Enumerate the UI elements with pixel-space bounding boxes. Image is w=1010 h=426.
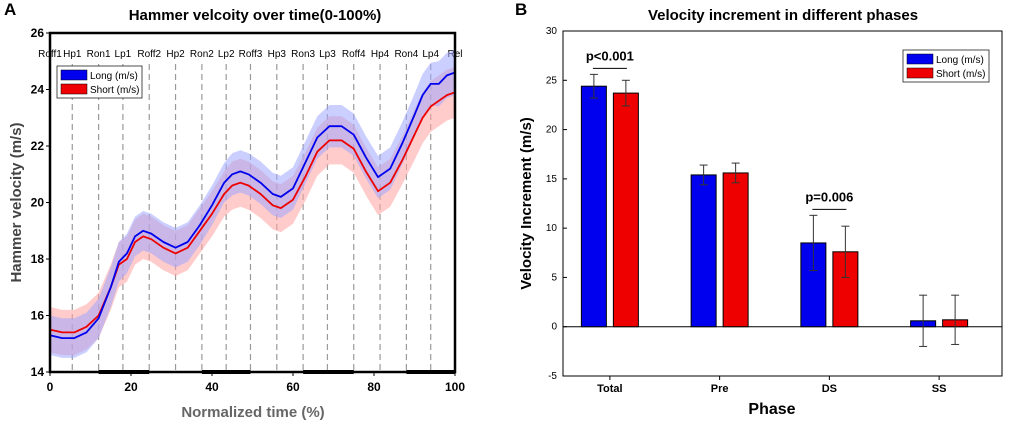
legend-swatch-short — [906, 67, 934, 79]
y-tick-label: 15 — [546, 174, 558, 185]
x-tick-label-ds: DS — [822, 383, 837, 395]
event-label-ron3: Ron3 — [291, 49, 315, 60]
y-tick-label: 25 — [546, 75, 558, 86]
y-tick-label: 22 — [31, 139, 45, 153]
panel-a-letter: A — [4, 0, 17, 19]
y-tick-label: 14 — [31, 365, 45, 379]
x-tick-label: 20 — [124, 380, 138, 394]
y-tick-label: 16 — [31, 309, 45, 323]
event-label-hp3: Hp3 — [268, 49, 287, 60]
y-tick-label: 10 — [546, 223, 558, 234]
x-tick-label: 80 — [367, 380, 381, 394]
chart-b-y-label: Velocity Increment (m/s) — [518, 117, 535, 290]
chart-a-y-label: Hammer velocity (m/s) — [8, 122, 25, 282]
legend-label-long: Long (m/s) — [936, 55, 984, 66]
y-tick-label: 26 — [31, 26, 45, 40]
x-tick-label-pre: Pre — [711, 383, 729, 395]
chart-a-x-label: Normalized time (%) — [181, 404, 324, 421]
x-tick-label-ss: SS — [932, 383, 947, 395]
panel-b-letter: B — [515, 0, 528, 19]
band-long — [50, 49, 455, 358]
band-short — [50, 66, 455, 356]
chart-b-frame — [562, 30, 1003, 377]
bar-total-short — [612, 92, 639, 328]
event-label-hp2: Hp2 — [166, 49, 185, 60]
legend-swatch-long — [906, 53, 934, 65]
chart-a-title: Hammer velcoity over time(0-100%) — [129, 7, 382, 24]
event-label-lp2: Lp2 — [218, 49, 235, 60]
legend-swatch-long — [60, 69, 88, 81]
y-tick-label: 18 — [31, 252, 45, 266]
bar-total-long — [580, 85, 607, 328]
event-label-lp4: Lp4 — [422, 49, 439, 60]
x-tick-label-total: Total — [597, 383, 622, 395]
legend-label-long: Long (m/s) — [90, 71, 138, 82]
chart-b-legend: Long (m/s) Short (m/s) — [902, 49, 990, 83]
event-label-hp1: Hp1 — [63, 49, 82, 60]
y-tick-label: 24 — [31, 83, 45, 97]
y-tick-label: 20 — [546, 125, 558, 136]
y-tick-label: -5 — [548, 371, 557, 382]
significance-label: p<0.001 — [586, 48, 634, 63]
event-label-ron1: Ron1 — [87, 49, 111, 60]
chart-a-legend: Long (m/s) Short (m/s) — [56, 65, 143, 99]
event-label-hp4: Hp4 — [371, 49, 390, 60]
legend-label-short: Short (m/s) — [90, 85, 139, 96]
event-label-lp1: Lp1 — [115, 49, 132, 60]
x-tick-label: 60 — [286, 380, 300, 394]
y-tick-label: 5 — [551, 272, 557, 283]
event-label-ron4: Ron4 — [394, 49, 418, 60]
legend-label-short: Short (m/s) — [936, 69, 985, 80]
y-tick-label: 20 — [31, 196, 45, 210]
x-tick-label: 100 — [445, 380, 465, 394]
chart-b-velocity-increment: Velocity increment in different phases To… — [518, 7, 1003, 418]
event-label-lp3: Lp3 — [319, 49, 336, 60]
bar-pre-long — [690, 174, 717, 328]
bar-pre-short — [722, 172, 749, 328]
bar-ds-long — [800, 242, 827, 328]
legend-swatch-short — [60, 83, 88, 95]
chart-b-x-label: Phase — [748, 401, 795, 418]
x-tick-label: 40 — [205, 380, 219, 394]
y-tick-label: 0 — [551, 322, 557, 333]
x-tick-label: 0 — [47, 380, 54, 394]
event-label-roff3: Roff3 — [239, 49, 263, 60]
chart-b-title: Velocity increment in different phases — [648, 7, 918, 24]
line-long — [49, 71, 456, 340]
chart-a-velocity-over-time: Hammer velcoity over time(0-100%)Roff1 Hp… — [8, 7, 465, 421]
event-label-roff2: Roff2 — [137, 49, 161, 60]
event-label-ron2: Ron2 — [190, 49, 214, 60]
significance-label: p=0.006 — [805, 189, 853, 204]
y-tick-label: 30 — [546, 26, 558, 37]
event-label-roff4: Roff4 — [342, 49, 366, 60]
line-short — [49, 91, 456, 334]
